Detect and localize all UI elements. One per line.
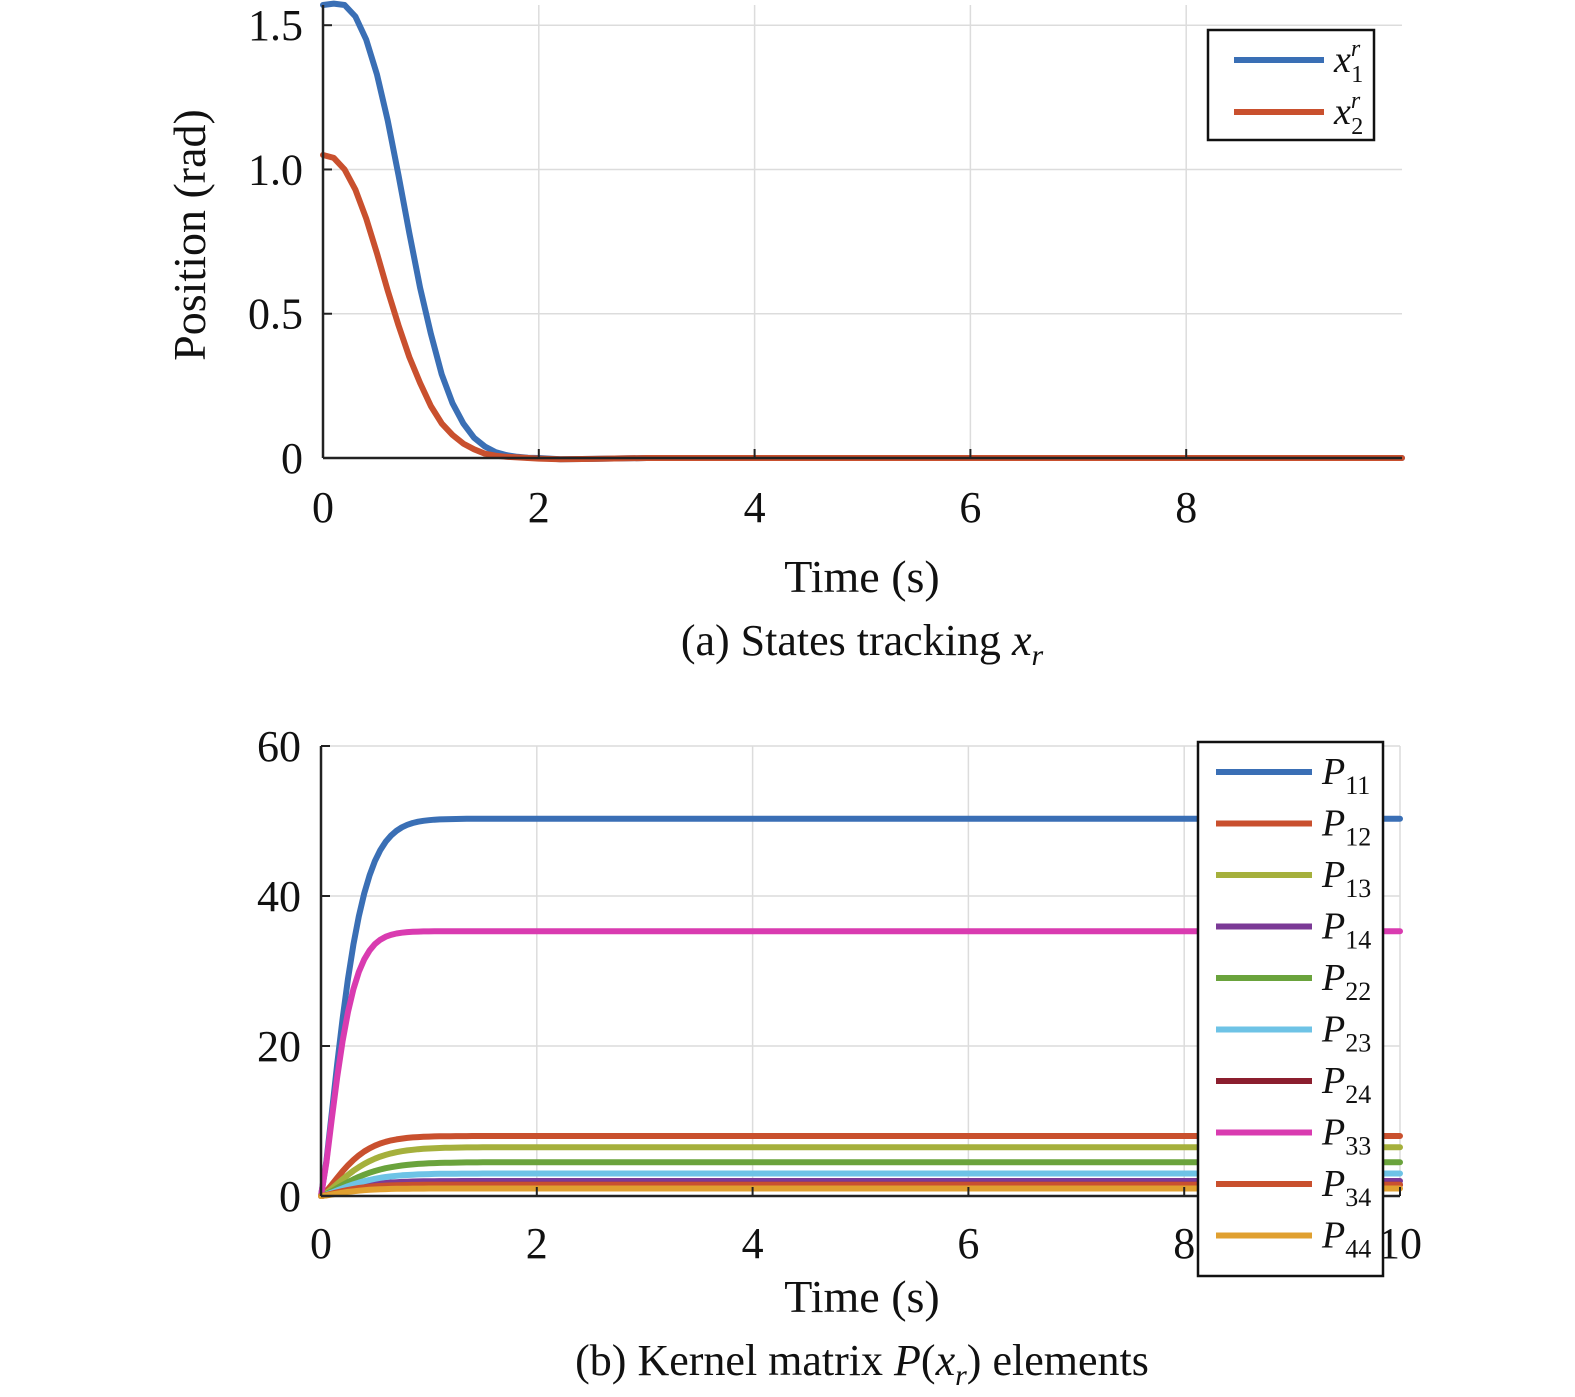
- chart-a-axes: [321, 5, 1402, 460]
- chart-a-x-tick-label-2: 4: [744, 483, 766, 532]
- chart-a-y-tick-label-0: 0: [281, 434, 303, 483]
- chart-b-legend-label-3: P14: [1321, 906, 1371, 955]
- chart-b-x-tick-label-4: 8: [1173, 1219, 1195, 1268]
- chart-a-y-tick-label-3: 1.5: [248, 1, 303, 50]
- chart-b: 0 2 4 6 8 10 0 20 40 60 Time (s) (b) Kernel matri…: [257, 722, 1422, 1392]
- chart-b-legend-label-9: P44: [1321, 1215, 1371, 1264]
- chart-b-y-tick-label-1: 20: [257, 1022, 301, 1071]
- chart-b-caption-inner: x: [935, 1336, 956, 1385]
- chart-b-legend-label-0: P11: [1321, 751, 1370, 800]
- chart-b-caption-close: ): [967, 1336, 982, 1385]
- chart-a-x-tick-label-3: 6: [959, 483, 981, 532]
- chart-b-caption-prefix: (b) Kernel matrix: [575, 1336, 894, 1385]
- chart-a: 0 2 4 6 800.51.01.5 Time (s) Position (rad) …: [164, 0, 1405, 672]
- chart-a-x-tick-label-1: 2: [528, 483, 550, 532]
- chart-a-series-x-2-r: [320, 152, 1405, 463]
- chart-b-legend-label-8: P34: [1321, 1163, 1371, 1212]
- chart-b-x-tick-label-2: 4: [742, 1219, 764, 1268]
- chart-b-tick-labels: 0 2 4 6 8 10 0 20 40 60: [257, 722, 1422, 1268]
- chart-a-grid: [323, 5, 1402, 458]
- chart-a-caption-prefix: (a) States tracking: [681, 616, 1012, 665]
- chart-a-x-tick-label-4: 8: [1175, 483, 1197, 532]
- chart-b-caption-sub: r: [955, 1359, 967, 1392]
- chart-b-caption: (b) Kernel matrix P(xr) elements: [575, 1336, 1149, 1392]
- chart-a-legend-label-1: xr 2: [1333, 88, 1363, 140]
- chart-a-y-axis-label: Position (rad): [164, 109, 215, 361]
- chart-b-caption-var: P: [893, 1336, 921, 1385]
- chart-b-x-tick-label-3: 6: [957, 1219, 979, 1268]
- chart-a-legend-box: [1206, 28, 1376, 142]
- chart-b-legend-label-7: P33: [1321, 1112, 1371, 1161]
- chart-b-y-tick-label-3: 60: [257, 722, 301, 771]
- chart-a-legend: xr 1xr 2: [1206, 28, 1376, 142]
- chart-b-caption-open: (: [921, 1336, 936, 1385]
- chart-a-caption-sub: r: [1031, 639, 1043, 672]
- chart-a-caption: (a) States tracking xr: [681, 616, 1044, 672]
- chart-b-legend-label-2: P13: [1321, 854, 1371, 903]
- chart-b-legend-label-5: P23: [1321, 1009, 1371, 1058]
- chart-a-caption-var: x: [1011, 616, 1032, 665]
- chart-a-x-tick-label-0: 0: [312, 483, 334, 532]
- chart-b-x-tick-label-1: 2: [526, 1219, 548, 1268]
- chart-b-legend-label-6: P24: [1321, 1060, 1371, 1109]
- chart-b-x-tick-label-0: 0: [310, 1219, 332, 1268]
- chart-a-y-tick-label-1: 0.5: [248, 290, 303, 339]
- chart-b-y-tick-label-0: 0: [279, 1172, 301, 1221]
- chart-b-legend-label-4: P22: [1321, 957, 1371, 1006]
- chart-a-legend-label-0: xr 1: [1333, 36, 1363, 88]
- chart-b-y-tick-label-2: 40: [257, 872, 301, 921]
- chart-b-legend-label-1: P12: [1321, 803, 1371, 852]
- chart-a-x-axis-label: Time (s): [784, 551, 940, 602]
- chart-b-x-tick-label-5: 10: [1378, 1219, 1422, 1268]
- chart-a-tick-labels: 0 2 4 6 8 0 0.5 1.0 1.5: [248, 1, 1197, 532]
- chart-b-x-axis-label: Time (s): [784, 1271, 940, 1322]
- chart-a-y-tick-label-2: 1.0: [248, 145, 303, 194]
- chart-b-caption-suffix: elements: [981, 1336, 1148, 1385]
